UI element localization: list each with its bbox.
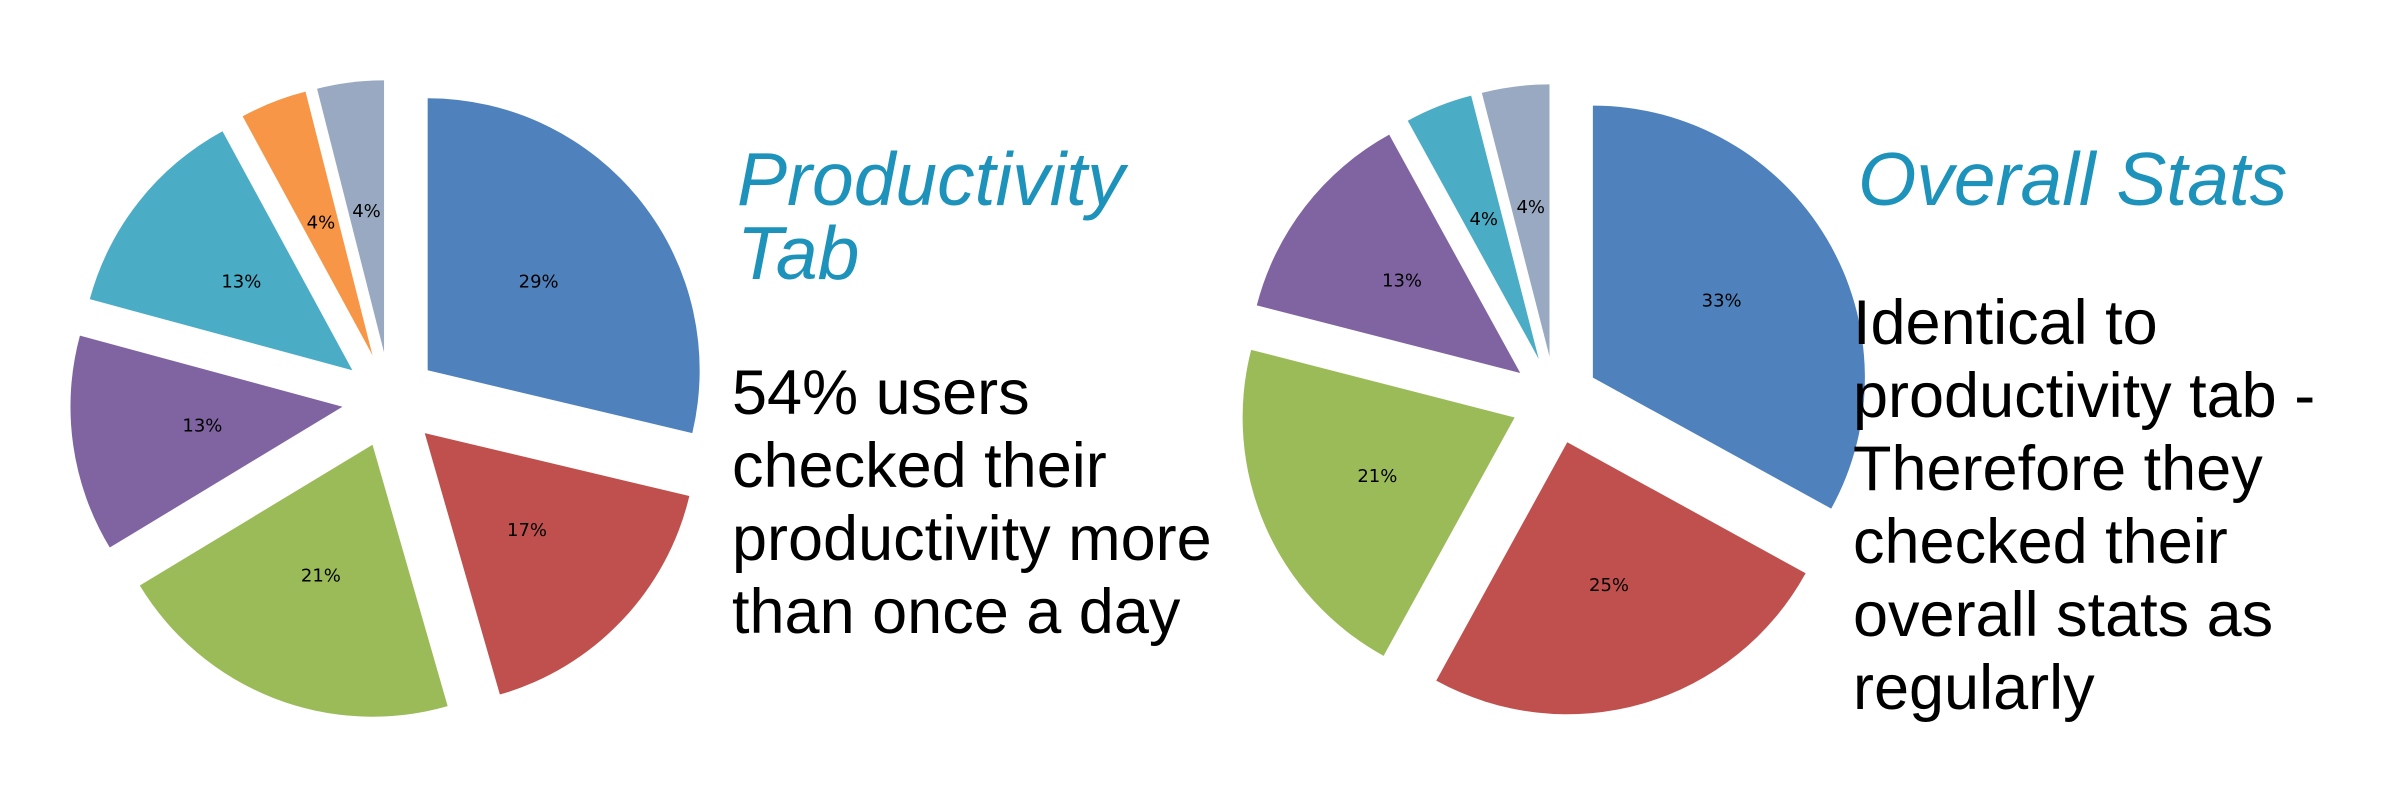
slice-label: 4% (1469, 209, 1498, 230)
pie-chart-2: 33% 25% 21% 13% 4% 4% (1242, 84, 1865, 715)
pie-slice (70, 335, 343, 548)
slice-label: 4% (307, 213, 336, 234)
pie-slice (89, 131, 353, 371)
slice-label: 13% (182, 415, 222, 436)
pie-slice (1242, 349, 1515, 656)
slice-label: 13% (221, 272, 261, 293)
pie-slice (1592, 105, 1865, 509)
slice-label: 29% (519, 272, 559, 293)
slice-label: 33% (1702, 290, 1742, 311)
pie-slice (139, 444, 448, 717)
heading-productivity-tab: Productivity Tab (737, 137, 1125, 295)
pie-slice (427, 98, 700, 434)
slice-label: 17% (507, 520, 547, 541)
pie-slice (1436, 442, 1806, 715)
slice-label: 13% (1382, 270, 1422, 291)
slice-label: 21% (1357, 466, 1397, 487)
description-productivity: 54% users checked their productivity mor… (732, 358, 1212, 647)
pie-slice (242, 91, 373, 356)
slice-label: 4% (352, 201, 381, 222)
slice-label: 4% (1516, 197, 1545, 218)
description-overall-stats: Identical to productivity tab - Therefor… (1853, 288, 2316, 723)
pie-slice (1256, 134, 1521, 374)
slice-label: 21% (301, 565, 341, 586)
slice-label: 25% (1589, 575, 1629, 596)
pie-slice (1407, 95, 1539, 360)
pie-slice (424, 433, 690, 695)
pie-slice (1481, 84, 1550, 357)
pie-slice (317, 80, 385, 353)
heading-overall-stats: Overall Stats (1858, 137, 2288, 221)
pie-chart-1: 29% 17% 21% 13% 13% 4% 4% (70, 80, 700, 717)
